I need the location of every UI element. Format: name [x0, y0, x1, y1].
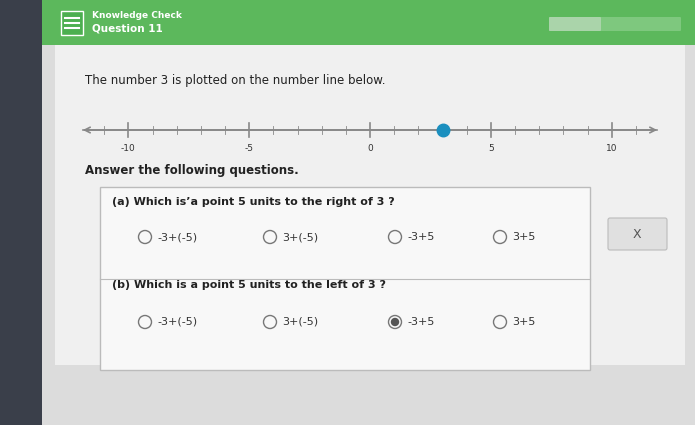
Text: 3+5: 3+5 — [512, 317, 535, 327]
Text: Knowledge Check: Knowledge Check — [92, 11, 182, 20]
Text: X: X — [632, 227, 641, 241]
Circle shape — [391, 318, 398, 326]
FancyBboxPatch shape — [42, 0, 695, 45]
FancyBboxPatch shape — [55, 5, 685, 365]
Text: -3+5: -3+5 — [407, 317, 434, 327]
Text: -5: -5 — [245, 144, 254, 153]
FancyBboxPatch shape — [61, 11, 83, 35]
Text: 10: 10 — [606, 144, 617, 153]
FancyBboxPatch shape — [549, 17, 681, 31]
Text: 3+5: 3+5 — [512, 232, 535, 242]
Text: Question 11: Question 11 — [92, 23, 163, 33]
Text: -3+(-5): -3+(-5) — [157, 232, 197, 242]
Text: 5: 5 — [488, 144, 493, 153]
Text: Answer the following questions.: Answer the following questions. — [85, 164, 299, 176]
FancyBboxPatch shape — [0, 0, 42, 425]
Text: -3+(-5): -3+(-5) — [157, 317, 197, 327]
Text: -3+5: -3+5 — [407, 232, 434, 242]
FancyBboxPatch shape — [100, 187, 590, 370]
FancyBboxPatch shape — [608, 218, 667, 250]
Text: -10: -10 — [121, 144, 136, 153]
Text: 0: 0 — [367, 144, 373, 153]
Text: (a) Which is’a point 5 units to the right of 3 ?: (a) Which is’a point 5 units to the righ… — [112, 197, 395, 207]
FancyBboxPatch shape — [42, 0, 695, 425]
Text: 3+(-5): 3+(-5) — [282, 232, 318, 242]
Text: 3+(-5): 3+(-5) — [282, 317, 318, 327]
FancyBboxPatch shape — [549, 17, 601, 31]
Text: (b) Which is a point 5 units to the left of 3 ?: (b) Which is a point 5 units to the left… — [112, 280, 386, 290]
Text: The number 3 is plotted on the number line below.: The number 3 is plotted on the number li… — [85, 74, 386, 87]
